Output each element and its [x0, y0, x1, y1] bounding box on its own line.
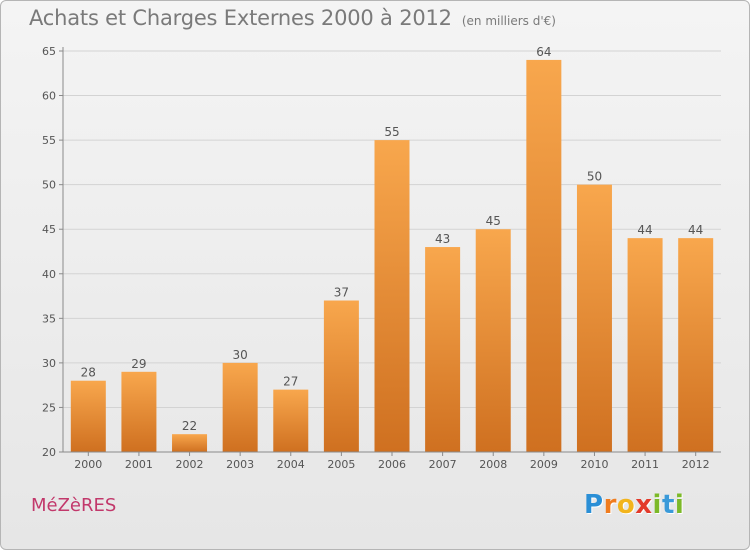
y-tick-label: 45: [42, 223, 56, 236]
title-row: Achats et Charges Externes 2000 à 2012 (e…: [29, 6, 556, 30]
brand-letter: r: [603, 490, 617, 520]
bar-2001[interactable]: [121, 371, 157, 452]
x-tick-label: 2010: [580, 458, 608, 471]
data-label: 44: [688, 223, 703, 237]
data-label: 37: [334, 286, 349, 300]
bar-2010[interactable]: [576, 184, 612, 452]
y-tick-label: 40: [42, 268, 56, 281]
x-tick-label: 2001: [125, 458, 153, 471]
bar-2011[interactable]: [627, 238, 663, 452]
bar-2006[interactable]: [374, 140, 410, 452]
x-tick-label: 2009: [530, 458, 558, 471]
data-label: 27: [283, 375, 298, 389]
bar-2002[interactable]: [172, 434, 208, 452]
bar-2007[interactable]: [425, 247, 461, 452]
x-tick-label: 2002: [176, 458, 204, 471]
y-tick-label: 50: [42, 179, 56, 192]
brand-letter: t: [661, 490, 675, 520]
bar-2008[interactable]: [475, 229, 511, 452]
y-tick-label: 25: [42, 401, 56, 414]
chart-title: Achats et Charges Externes 2000 à 2012: [29, 6, 452, 30]
bar-layer: 28 29 22 30 27 37 55 43 45 64 50 44 44: [70, 45, 714, 453]
commune-name: MéZèRES: [31, 495, 117, 516]
data-label: 22: [182, 419, 197, 433]
bar-2005[interactable]: [323, 300, 359, 452]
y-tick-label: 65: [42, 45, 56, 58]
x-tick-label: 2008: [479, 458, 507, 471]
bar-2003[interactable]: [222, 362, 258, 452]
brand-letter: o: [616, 490, 636, 520]
x-tick-label: 2003: [226, 458, 254, 471]
x-tick-label: 2005: [327, 458, 355, 471]
bar-2012[interactable]: [678, 238, 714, 452]
y-tick-label: 55: [42, 134, 56, 147]
brand-letter: i: [674, 490, 685, 520]
data-label: 64: [536, 45, 551, 59]
data-label: 45: [486, 214, 501, 228]
brand-letter: P: [584, 490, 604, 520]
brand-letter: i: [652, 490, 662, 520]
data-label: 50: [587, 170, 602, 184]
brand-letter: x: [635, 490, 653, 520]
bar-2000[interactable]: [70, 380, 106, 452]
data-label: 43: [435, 232, 450, 246]
data-label: 44: [637, 223, 652, 237]
chart-subtitle: (en milliers d'€): [461, 14, 556, 28]
data-label: 30: [233, 348, 248, 362]
data-label: 28: [81, 366, 96, 380]
y-tick-label: 60: [42, 90, 56, 103]
x-tick-label: 2006: [378, 458, 406, 471]
x-tick-label: 2004: [277, 458, 305, 471]
x-tick-label: 2012: [682, 458, 710, 471]
x-tick-label: 2000: [74, 458, 102, 471]
y-tick-label: 30: [42, 357, 56, 370]
y-tick-label: 35: [42, 312, 56, 325]
y-tick-label: 20: [42, 446, 56, 459]
axis-layer: 20 25 30 35 40 45 50 55 60 65 2000 2001 2002 2003 2004…: [42, 45, 721, 471]
x-tick-label: 2011: [631, 458, 659, 471]
data-label: 29: [131, 357, 146, 371]
brand-logo[interactable]: Proxiti: [584, 490, 684, 520]
x-tick-label: 2007: [429, 458, 457, 471]
bar-2004[interactable]: [273, 389, 309, 452]
bar-2009[interactable]: [526, 59, 562, 453]
data-label: 55: [384, 125, 399, 139]
